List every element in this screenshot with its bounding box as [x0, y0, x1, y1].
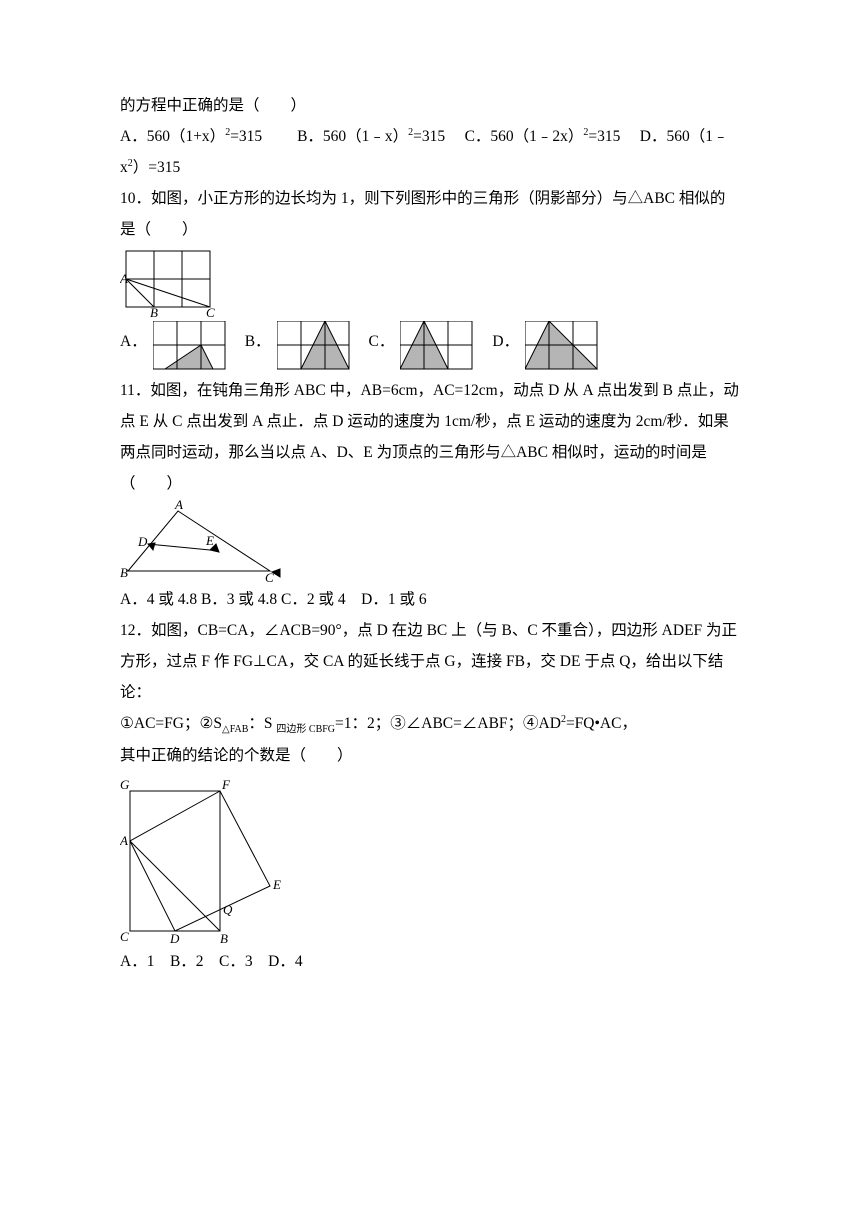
svg-text:F: F — [221, 777, 231, 792]
q10-opt-D-fig — [525, 321, 599, 371]
q12-c1: ①AC=FG；②S — [120, 715, 222, 732]
q12-sub1: △FAB — [222, 724, 248, 735]
svg-text:Q: Q — [223, 902, 233, 917]
svg-text:C: C — [265, 570, 274, 584]
svg-text:G: G — [120, 777, 130, 792]
q9-optB-post: =315 — [413, 128, 445, 145]
q9-optA-pre: A．560（1+x） — [120, 128, 225, 145]
q12-ask: 其中正确的结论的个数是（ ） — [120, 740, 740, 771]
q9-optB-pre: B．560（1﹣x） — [297, 128, 408, 145]
svg-text:B: B — [150, 305, 158, 317]
svg-text:A: A — [120, 833, 128, 848]
svg-text:B: B — [220, 931, 228, 946]
q10-opt-C: C． — [369, 321, 475, 371]
q10-main-figure: A B C — [120, 245, 740, 317]
svg-text:C: C — [120, 929, 129, 944]
q10-opt-C-label: C． — [369, 326, 395, 371]
q11-options: A．4 或 4.8 B．3 或 4.8 C．2 或 4 D．1 或 6 — [120, 584, 740, 615]
q11-figure: A B C D E — [120, 499, 740, 584]
svg-text:D: D — [137, 534, 148, 549]
q12-c3: =1：2；③∠ABC=∠ABF；④AD — [335, 715, 561, 732]
q12-figure: G F A E Q C D B — [120, 771, 740, 946]
svg-text:A: A — [120, 271, 128, 286]
q10-opt-B-label: B． — [245, 326, 271, 371]
q10-opt-A-label: A． — [120, 326, 147, 371]
svg-text:D: D — [169, 931, 180, 946]
q10-opt-C-fig — [400, 321, 474, 371]
q9-stem-cont: 的方程中正确的是（ ） — [120, 90, 740, 121]
svg-text:B: B — [120, 565, 128, 580]
q12-c4: =FQ•AC， — [566, 715, 637, 732]
q10-options-row: A． B． — [120, 321, 740, 371]
q10-opt-A-fig — [153, 321, 227, 371]
q10-opt-D-label: D． — [492, 326, 519, 371]
q12-options: A．1 B．2 C．3 D．4 — [120, 946, 740, 977]
q9-optA-post: =315 — [230, 128, 262, 145]
q12-stem: 12．如图，CB=CA，∠ACB=90°，点 D 在边 BC 上（与 B、C 不… — [120, 615, 740, 708]
q9-optC-post: =315 — [588, 128, 620, 145]
q10-opt-B: B． — [245, 321, 351, 371]
q10-opt-D: D． — [492, 321, 599, 371]
q10-opt-A: A． — [120, 321, 227, 371]
q12-conclusions: ①AC=FG；②S△FAB：S 四边形 CBFG=1：2；③∠ABC=∠ABF；… — [120, 708, 740, 740]
svg-text:A: A — [174, 499, 183, 512]
svg-text:E: E — [272, 877, 281, 892]
q10-opt-B-fig — [277, 321, 351, 371]
q9-options: A．560（1+x）2=315 B．560（1﹣x）2=315 C．560（1﹣… — [120, 121, 740, 183]
q12-sub2: 四边形 CBFG — [276, 724, 335, 735]
svg-text:C: C — [206, 305, 215, 317]
q9-optD-post: ）=315 — [133, 159, 181, 176]
q11-stem: 11．如图，在钝角三角形 ABC 中，AB=6cm，AC=12cm，动点 D 从… — [120, 375, 740, 499]
q12-c2: ：S — [248, 715, 276, 732]
q9-optC-pre: C．560（1﹣2x） — [465, 128, 584, 145]
q10-stem: 10．如图，小正方形的边长均为 1，则下列图形中的三角形（阴影部分）与△ABC … — [120, 183, 740, 245]
svg-text:E: E — [205, 533, 214, 548]
